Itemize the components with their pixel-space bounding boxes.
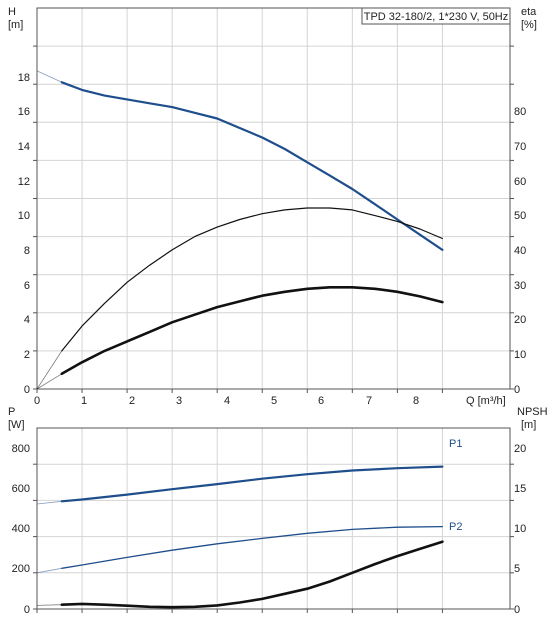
bottom-right-axis-label-line2: [m] bbox=[521, 419, 536, 431]
x-tick: 5 bbox=[271, 395, 277, 407]
top-right-axis-label-line1: eta bbox=[521, 6, 537, 18]
bottom-right-y-tick: 0 bbox=[514, 604, 520, 616]
series-extrapolation-p2 bbox=[36, 567, 62, 574]
x-axis-label: Q [m³/h] bbox=[466, 395, 506, 407]
series-line-p2 bbox=[61, 525, 444, 569]
bottom-right-y-tick: 5 bbox=[514, 563, 520, 575]
top-left-y-tick: 14 bbox=[18, 141, 30, 153]
series-line-p1 bbox=[60, 465, 444, 503]
bottom-left-y-tick: 600 bbox=[12, 483, 30, 495]
x-tick: 8 bbox=[413, 395, 419, 407]
bottom-right-y-ticks: 0 5 10 15 20 bbox=[514, 443, 526, 616]
series-line-h bbox=[60, 81, 444, 251]
series-label-p2: P2 bbox=[449, 521, 462, 533]
bottom-left-y-tick: 0 bbox=[24, 604, 30, 616]
top-left-y-tick: 18 bbox=[18, 72, 30, 84]
top-left-axis-label-line1: H bbox=[8, 6, 16, 18]
top-left-axis-label-line2: [m] bbox=[8, 19, 23, 31]
x-tick: 4 bbox=[224, 395, 230, 407]
series-line-npsh bbox=[60, 540, 444, 609]
top-curves bbox=[36, 70, 444, 390]
x-tick: 1 bbox=[81, 395, 87, 407]
x-ticks: 0 1 2 3 4 5 6 7 8 Q [m³/h] bbox=[34, 395, 506, 407]
top-left-y-tick: 4 bbox=[24, 314, 30, 326]
bottom-right-axis-label-line1: NPSH bbox=[517, 406, 548, 418]
top-right-y-tick: 50 bbox=[514, 210, 526, 222]
top-right-y-tick: 80 bbox=[514, 106, 526, 118]
top-right-y-tick: 20 bbox=[514, 314, 526, 326]
top-left-y-tick: 12 bbox=[18, 176, 30, 188]
x-tick: 7 bbox=[366, 395, 372, 407]
top-left-y-tick: 6 bbox=[24, 280, 30, 292]
bottom-left-y-tick: 800 bbox=[12, 443, 30, 455]
top-left-y-tick: 10 bbox=[18, 210, 30, 222]
bottom-left-y-tick: 400 bbox=[12, 523, 30, 535]
bottom-right-y-tick: 20 bbox=[514, 443, 526, 455]
bottom-left-y-tick: 200 bbox=[12, 563, 30, 575]
top-right-y-tick: 40 bbox=[514, 245, 526, 257]
top-right-axis-label-line2: [%] bbox=[521, 19, 537, 31]
top-left-y-ticks: 0 2 4 6 8 10 12 14 16 18 bbox=[18, 72, 30, 396]
top-left-y-tick: 16 bbox=[18, 106, 30, 118]
title-box bbox=[361, 7, 511, 25]
bottom-plot-frame bbox=[36, 427, 511, 610]
series-extrapolation-p1 bbox=[36, 500, 62, 505]
bottom-right-y-tick: 10 bbox=[514, 523, 526, 535]
series-extrapolation-eta-thin bbox=[36, 350, 63, 390]
series-extrapolation-eta-thick bbox=[36, 373, 63, 390]
top-grid bbox=[33, 8, 514, 393]
series-label-p1: P1 bbox=[449, 438, 462, 450]
top-left-y-tick: 8 bbox=[24, 245, 30, 257]
x-tick: 0 bbox=[34, 395, 40, 407]
top-plot-frame bbox=[36, 7, 511, 390]
top-left-y-tick: 0 bbox=[24, 384, 30, 396]
bottom-left-axis-label-line1: P bbox=[8, 406, 15, 418]
top-right-y-tick: 70 bbox=[514, 141, 526, 153]
bottom-left-axis-label-line2: [W] bbox=[8, 419, 25, 431]
chart-title: TPD 32-180/2, 1*230 V, 50Hz bbox=[364, 11, 509, 23]
x-tick: 2 bbox=[129, 395, 135, 407]
bottom-grid bbox=[33, 428, 514, 613]
series-extrapolation-h bbox=[36, 70, 62, 83]
bottom-left-y-ticks: 0 200 400 600 800 bbox=[12, 443, 30, 616]
series-line-eta-thin bbox=[61, 207, 443, 352]
bottom-right-y-tick: 15 bbox=[514, 483, 526, 495]
top-right-y-tick: 60 bbox=[514, 176, 526, 188]
series-extrapolation-npsh bbox=[36, 604, 62, 606]
top-right-y-tick: 10 bbox=[514, 349, 526, 361]
top-left-y-tick: 2 bbox=[24, 349, 30, 361]
series-line-eta-thick bbox=[60, 285, 444, 376]
top-right-y-tick: 0 bbox=[514, 384, 520, 396]
bottom-curves bbox=[36, 465, 444, 609]
top-right-y-tick: 30 bbox=[514, 280, 526, 292]
x-tick: 6 bbox=[318, 395, 324, 407]
x-tick: 3 bbox=[176, 395, 182, 407]
top-right-y-ticks: 0 10 20 30 40 50 60 70 80 bbox=[514, 106, 526, 396]
